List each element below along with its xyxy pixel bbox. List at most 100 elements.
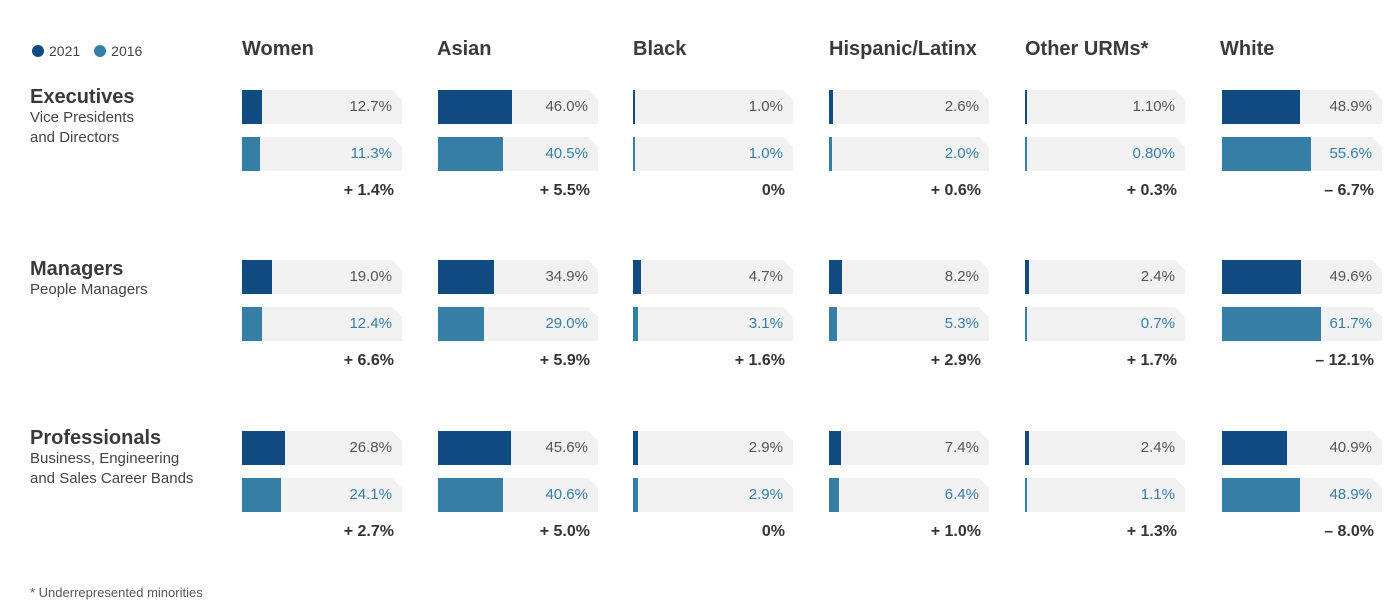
bar-track-2021: 12.7%: [242, 90, 402, 124]
legend-label-2016: 2016: [111, 43, 143, 59]
bar-track-2021: 26.8%: [242, 431, 402, 465]
change-label: + 2.9%: [930, 352, 981, 369]
value-label-2016: 11.3%: [350, 145, 392, 162]
change-label: + 1.0%: [930, 523, 981, 540]
cell-managers-other-urms: 2.4% 0.7% + 1.7%: [1025, 260, 1187, 400]
value-label-2016: 40.6%: [545, 486, 588, 503]
bar-2021: [829, 90, 834, 124]
bar-track-2021: 4.7%: [633, 260, 793, 294]
cell-executives-other-urms: 1.10% 0.80% + 0.3%: [1025, 90, 1187, 230]
bar-track-2021: 46.0%: [438, 90, 598, 124]
bar-2016: [1025, 137, 1027, 171]
bar-track-2021: 40.9%: [1222, 431, 1382, 465]
value-label-2021: 2.6%: [944, 98, 979, 115]
legend-swatch-2016: [94, 45, 107, 57]
bar-2021: [1025, 431, 1029, 465]
bar-track-2016: 55.6%: [1222, 137, 1382, 171]
change-label: 0%: [761, 182, 785, 199]
cell-professionals-white: 40.9% 48.9% – 8.0%: [1222, 431, 1384, 571]
value-label-2021: 8.2%: [944, 268, 979, 285]
value-label-2021: 2.4%: [1140, 268, 1175, 285]
value-label-2016: 1.0%: [748, 145, 783, 162]
bar-track-2021: 1.10%: [1025, 90, 1185, 124]
bar-track-2016: 2.0%: [829, 137, 989, 171]
value-label-2021: 2.9%: [748, 439, 783, 456]
bar-2021: [242, 260, 273, 294]
cell-professionals-women: 26.8% 24.1% + 2.7%: [242, 431, 404, 571]
bar-2021: [829, 260, 843, 294]
bar-2021: [438, 260, 494, 294]
cell-executives-black: 1.0% 1.0% 0%: [633, 90, 795, 230]
bar-2021: [1025, 260, 1029, 294]
bar-2021: [1222, 431, 1288, 465]
row-title: Managers: [30, 258, 124, 280]
bar-track-2021: 2.6%: [829, 90, 989, 124]
change-label: + 1.4%: [343, 182, 394, 199]
cell-managers-hispanic-latinx: 8.2% 5.3% + 2.9%: [829, 260, 991, 400]
bar-track-2021: 2.4%: [1025, 260, 1185, 294]
bar-2016: [633, 137, 635, 171]
value-label-2016: 40.5%: [545, 145, 588, 162]
bar-2021: [438, 431, 511, 465]
bar-track-2016: 2.9%: [633, 478, 793, 512]
bar-2016: [242, 307, 262, 341]
bar-track-2016: 1.1%: [1025, 478, 1185, 512]
row-title: Executives: [30, 86, 135, 108]
bar-track-2021: 34.9%: [438, 260, 598, 294]
legend-item-2016: 2016: [94, 43, 142, 59]
cell-professionals-black: 2.9% 2.9% 0%: [633, 431, 795, 571]
bar-track-2016: 11.3%: [242, 137, 402, 171]
bar-track-2016: 0.7%: [1025, 307, 1185, 341]
bar-2021: [633, 90, 635, 124]
bar-track-2021: 1.0%: [633, 90, 793, 124]
value-label-2016: 48.9%: [1329, 486, 1372, 503]
value-label-2021: 34.9%: [545, 268, 588, 285]
value-label-2016: 12.4%: [349, 315, 392, 332]
bar-track-2021: 8.2%: [829, 260, 989, 294]
bar-track-2016: 5.3%: [829, 307, 989, 341]
bar-track-2016: 40.5%: [438, 137, 598, 171]
change-label: 0%: [761, 523, 785, 540]
bar-track-2021: 7.4%: [829, 431, 989, 465]
bar-2016: [633, 478, 638, 512]
change-label: + 5.9%: [539, 352, 590, 369]
bar-2021: [242, 431, 285, 465]
bar-track-2021: 49.6%: [1222, 260, 1382, 294]
bar-2016: [1222, 137, 1311, 171]
bar-2016: [633, 307, 638, 341]
value-label-2016: 29.0%: [545, 315, 588, 332]
value-label-2021: 7.4%: [944, 439, 979, 456]
cell-professionals-other-urms: 2.4% 1.1% + 1.3%: [1025, 431, 1187, 571]
row-label-managers: Managers People Managers: [30, 258, 148, 300]
value-label-2016: 2.9%: [748, 486, 783, 503]
cell-executives-women: 12.7% 11.3% + 1.4%: [242, 90, 404, 230]
value-label-2016: 55.6%: [1329, 145, 1372, 162]
bar-track-2016: 0.80%: [1025, 137, 1185, 171]
value-label-2021: 48.9%: [1329, 98, 1372, 115]
value-label-2016: 61.7%: [1329, 315, 1372, 332]
column-header-white: White: [1220, 38, 1275, 60]
bar-track-2016: 1.0%: [633, 137, 793, 171]
cell-managers-white: 49.6% 61.7% – 12.1%: [1222, 260, 1384, 400]
column-header-hispanic-latinx: Hispanic/Latinx: [829, 38, 977, 60]
legend-swatch-2021: [32, 45, 44, 57]
column-header-women: Women: [242, 38, 314, 60]
cell-professionals-hispanic-latinx: 7.4% 6.4% + 1.0%: [829, 431, 991, 571]
value-label-2016: 3.1%: [748, 315, 783, 332]
change-label: + 6.6%: [343, 352, 394, 369]
change-label: – 12.1%: [1315, 352, 1374, 369]
legend-item-2021: 2021: [32, 43, 80, 59]
change-label: + 0.3%: [1126, 182, 1177, 199]
row-subtitle: Business, Engineering and Sales Career B…: [30, 450, 194, 487]
bar-track-2016: 61.7%: [1222, 307, 1382, 341]
value-label-2021: 1.0%: [748, 98, 783, 115]
bar-track-2016: 3.1%: [633, 307, 793, 341]
change-label: + 0.6%: [930, 182, 981, 199]
bar-track-2021: 45.6%: [438, 431, 598, 465]
value-label-2021: 12.7%: [349, 98, 392, 115]
bar-track-2016: 40.6%: [438, 478, 598, 512]
bar-2016: [829, 478, 840, 512]
bar-2016: [242, 478, 281, 512]
row-label-executives: Executives Vice Presidents and Directors: [30, 86, 135, 148]
value-label-2016: 0.80%: [1132, 145, 1175, 162]
